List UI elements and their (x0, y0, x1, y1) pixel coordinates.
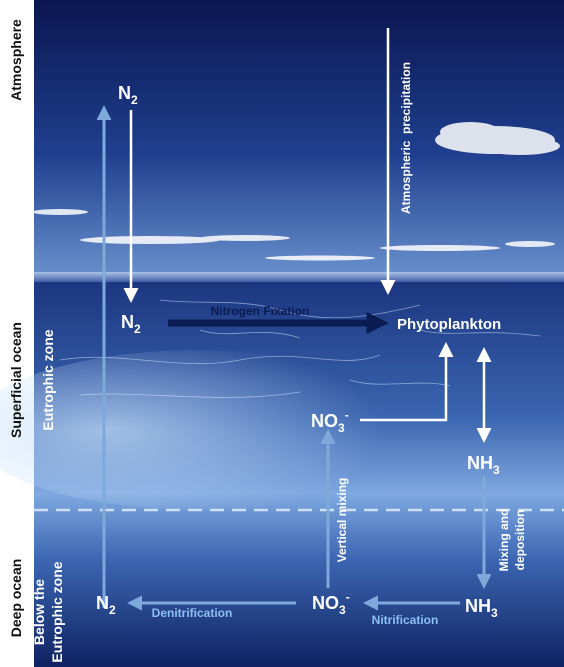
zone-label-atmosphere: Atmosphere (8, 19, 24, 101)
node-nh3-surface: NH3 (467, 453, 500, 477)
node-n2-surface: N2 (121, 312, 141, 336)
label-mixing-deposition-line2: deposition (513, 510, 527, 571)
label-nitrogen-fixation: Nitrogen Fixation (211, 304, 310, 318)
zone-label-superficial-ocean: Superficial ocean (8, 322, 24, 438)
ocean-glow (0, 350, 430, 510)
node-n2-deep: N2 (96, 593, 116, 617)
label-denitrification: Denitrification (152, 606, 233, 620)
zone-label-eutrophic-zone: Eutrophic zone (40, 329, 56, 430)
label-vertical-mixing: Vertical mixing (335, 478, 349, 563)
label-nitrification: Nitrification (372, 613, 439, 627)
label-mixing-deposition-line1: Mixing and (497, 509, 511, 572)
node-no3-deep: NO3- (312, 590, 350, 617)
node-n2-atmosphere: N2 (118, 83, 138, 107)
horizon-band (34, 272, 564, 284)
node-no3-surface: NO3- (311, 408, 349, 435)
zone-label-deep-ocean: Deep ocean (8, 559, 24, 638)
zone-label-below-line2: Eutrophic zone (49, 561, 65, 662)
zone-label-below-line1: Below the (31, 579, 47, 645)
node-phytoplankton: Phytoplankton (397, 316, 501, 333)
clouds (32, 122, 560, 261)
label-atmospheric-precipitation: Atmospheric precipitation (399, 62, 413, 214)
node-nh3-deep: NH3 (465, 596, 498, 620)
arrow-no3-to-phytoplankton (360, 342, 454, 422)
